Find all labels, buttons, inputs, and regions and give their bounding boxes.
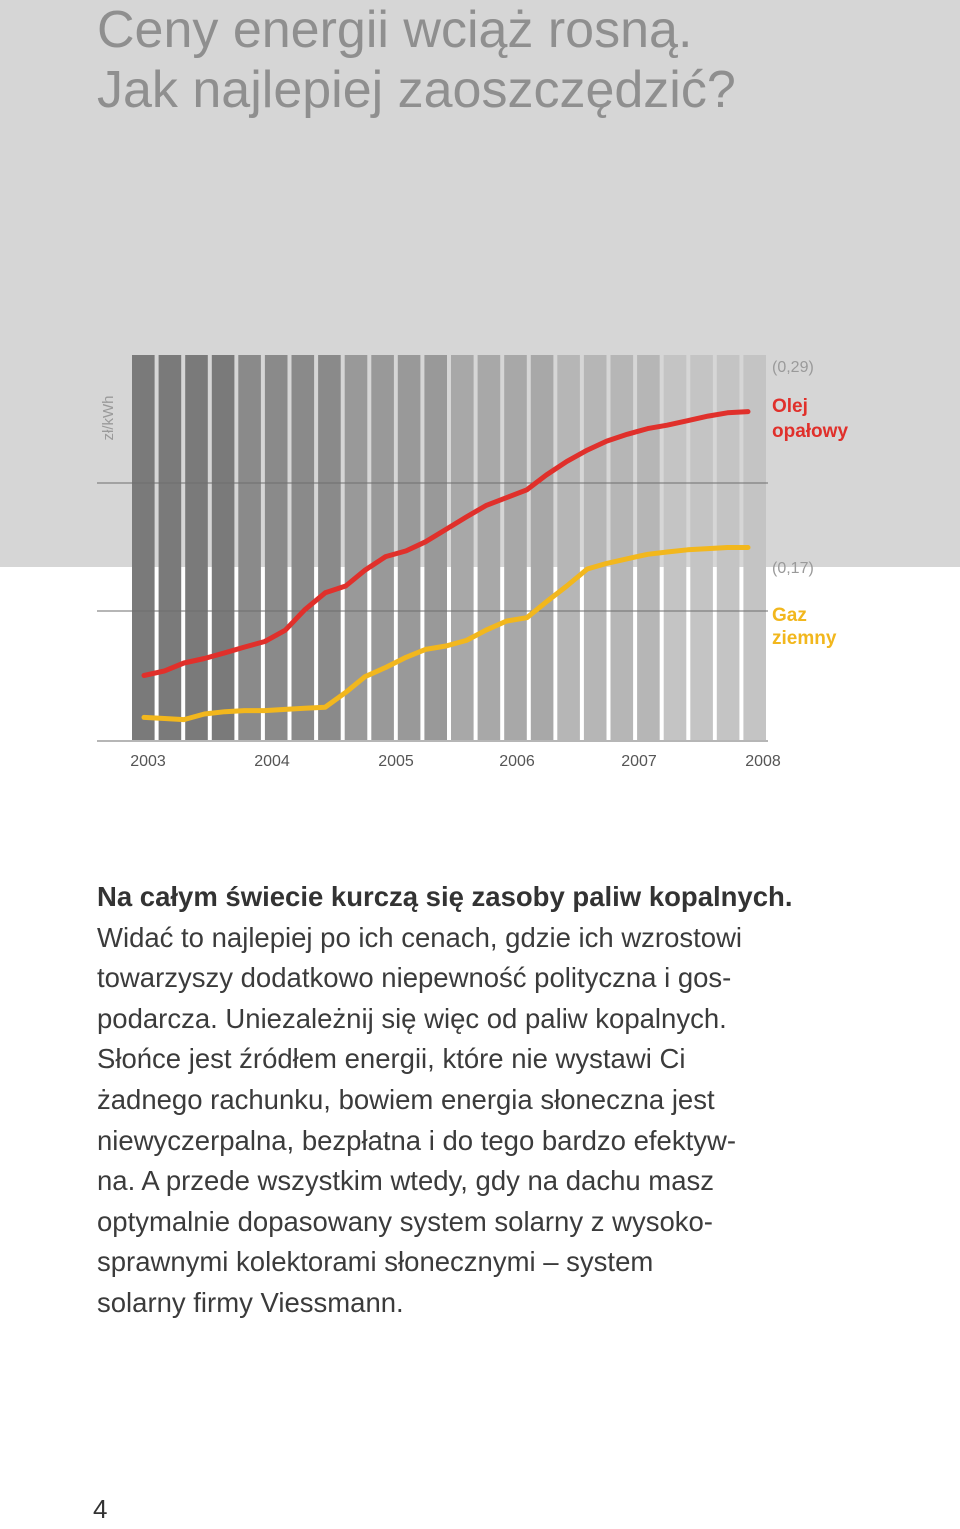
legend-label: Olej [772, 396, 808, 417]
x-tick-label: 2008 [745, 753, 781, 770]
series-end-value: (0,29) [772, 359, 814, 376]
chart-stripe [158, 355, 182, 740]
chart-stripe [637, 355, 660, 740]
body-line: Słońce jest źródłem energii, które nie w… [97, 1043, 686, 1075]
series-end-value: (0,17) [772, 560, 814, 577]
chart-stripe [318, 355, 341, 740]
chart-stripe [238, 355, 261, 740]
body-line: Widać to najlepiej po ich cenach, gdzie … [97, 921, 743, 953]
lead-sentence: Na całym świecie kurczą się zasoby paliw… [97, 881, 793, 912]
chart-stripe [451, 355, 474, 740]
chart-stripe [132, 355, 155, 740]
chart-stripe [663, 355, 687, 740]
chart-stripe [291, 355, 315, 740]
page-title-line-2: Jak najlepiej zaoszczędzić? [97, 61, 736, 119]
chart-stripe [583, 355, 607, 740]
legend-label: Gaz [772, 605, 807, 626]
chart-stripe [610, 355, 634, 740]
legend-label: ziemny [772, 628, 837, 649]
body-line: solarny firmy Viessmann. [97, 1286, 404, 1318]
page-title-line-1: Ceny energii wciąż rosną. [97, 1, 693, 59]
body-line: niewyczerpalna, bezpłatna i do tego bard… [97, 1124, 736, 1156]
y-axis-label: zł/kWh [100, 396, 117, 441]
chart-stripe [371, 355, 394, 740]
x-tick-label: 2005 [378, 753, 414, 770]
x-tick-label: 2003 [130, 753, 166, 770]
x-tick-label: 2006 [499, 753, 535, 770]
body-line: żadnego rachunku, bowiem energia słonecz… [97, 1083, 715, 1115]
chart-stripe [211, 355, 235, 740]
body-line: optymalnie dopasowany system solarny z w… [97, 1205, 713, 1237]
page-number: 4 [93, 1494, 108, 1524]
legend-label: opałowy [772, 421, 848, 442]
body-paragraph: Widać to najlepiej po ich cenach, gdzie … [97, 918, 877, 1324]
body-text: Na całym świecie kurczą się zasoby paliw… [97, 877, 877, 1324]
chart-stripe [504, 355, 527, 740]
chart-stripe [344, 355, 368, 740]
chart-stripe [557, 355, 580, 740]
chart-stripe [743, 355, 766, 740]
chart-stripe [477, 355, 501, 740]
chart-stripe [185, 355, 208, 740]
body-line: towarzyszy dodatkowo niepewność politycz… [97, 962, 732, 994]
x-tick-label: 2007 [621, 753, 657, 770]
chart-stripe [424, 355, 447, 740]
chart-stripe [530, 355, 554, 740]
price-chart: zł/kWh 2003 2004 2005 2006 2007 2008 (0,29) Olej… [97, 355, 848, 770]
page-title: Ceny energii wciąż rosną. Jak najlepiej … [97, 0, 736, 120]
chart-stripe [264, 355, 288, 740]
body-line: na. A przede wszystkim wtedy, gdy na dac… [97, 1165, 715, 1197]
body-line: sprawnymi kolektorami słonecznymi – syst… [97, 1246, 654, 1278]
body-line: podarcza. Uniezależnij się więc od paliw… [97, 1002, 727, 1034]
x-tick-label: 2004 [254, 753, 290, 770]
